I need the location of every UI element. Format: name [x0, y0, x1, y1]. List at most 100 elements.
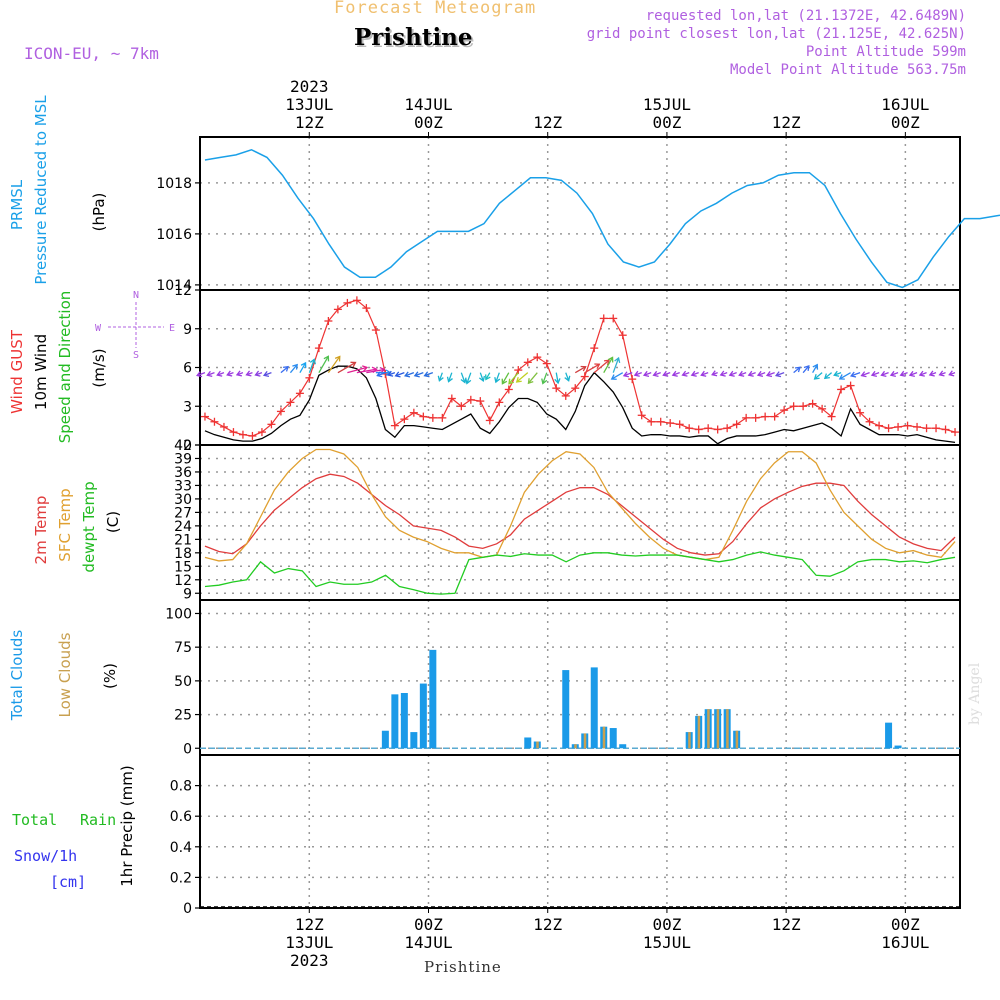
wind-gust-point [789, 402, 798, 411]
arrow-head [889, 370, 896, 377]
wind-direction-arrow [870, 370, 880, 377]
wind-direction-arrow [226, 370, 234, 377]
arrow-shaft [775, 372, 785, 377]
wind-gust-point [238, 430, 247, 439]
arrow-head [823, 373, 830, 380]
pressure-label-2: Pressure Reduced to MSL [32, 95, 50, 285]
wind-direction-arrow [793, 366, 801, 374]
y-tick-label: 30 [174, 492, 192, 508]
wind-gust-point [837, 385, 846, 394]
x-tick-label-top: 00Z [891, 113, 920, 132]
arrow-head [681, 370, 688, 377]
wind-gust-point [267, 420, 276, 429]
wind-direction-arrow [593, 359, 610, 374]
wind-gust-point [352, 296, 361, 305]
wind-gust-point [922, 424, 931, 433]
total-cloud-bar [400, 693, 408, 749]
low-cloud-bar [688, 732, 691, 749]
pressure-unit-label: (hPa) [90, 193, 108, 232]
gridpoint-coords: grid point closest lon,lat (21.125E, 42.… [586, 26, 966, 42]
wind-direction-arrow [671, 370, 680, 377]
arrow-shaft [495, 372, 500, 383]
total-cloud-bar [609, 728, 617, 749]
wind-gust-point [799, 402, 808, 411]
arrow-head [501, 378, 508, 385]
arrow-shaft [327, 356, 341, 374]
wind-direction-arrow [908, 370, 918, 377]
arrow-shaft [881, 372, 889, 376]
wind-gust-point [780, 406, 789, 415]
arrow-head [870, 370, 877, 377]
wind-gust-point [941, 425, 950, 434]
wind-direction-arrow [880, 370, 889, 377]
low-cloud-bar [602, 726, 606, 749]
x-tick-label-bottom: 13JUL [285, 933, 333, 952]
arrow-shaft [802, 365, 810, 374]
wind-gust-point [875, 421, 884, 430]
arrow-head [711, 370, 718, 377]
y-tick-label: 0.6 [170, 809, 192, 825]
y-tick-label: 0.8 [170, 779, 192, 795]
arrow-head [254, 370, 261, 377]
wind-gust-point [704, 424, 713, 433]
arrow-shaft [460, 372, 466, 383]
wind-gust-point [894, 422, 903, 431]
wind-gust-point [210, 417, 219, 426]
arrow-shaft [814, 372, 823, 380]
arrow-head [642, 370, 650, 377]
pressure-label-1: PRMSL [8, 179, 26, 230]
arrow-shaft [404, 372, 415, 377]
wind-gust-point [751, 413, 760, 422]
arrow-head [719, 370, 726, 377]
arrow-head [850, 371, 857, 378]
requested-coords: requested lon,lat (21.1372E, 42.6489N) [645, 8, 966, 24]
legend-snow-unit: [cm] [50, 873, 86, 891]
wind-direction-arrow [889, 370, 899, 377]
wind-gust-point [447, 394, 456, 403]
x-tick-label-bottom: 00Z [891, 915, 920, 934]
arrow-head [245, 370, 252, 377]
wind-gust-point [324, 317, 333, 325]
wind-gust-point [685, 424, 694, 433]
wind-direction-arrow [802, 365, 810, 374]
wind-gust-point [305, 373, 314, 382]
wind-direction-arrow [833, 370, 842, 377]
arrow-head [794, 366, 801, 373]
wind-direction-arrow [728, 370, 737, 377]
y-tick-label: 25 [174, 708, 192, 724]
arrow-shaft [871, 372, 880, 376]
wind-gust-point [732, 420, 741, 429]
x-tick-label-top: 12Z [772, 113, 801, 132]
wind-direction-arrow [347, 365, 369, 374]
wind-gust-point [666, 419, 675, 428]
y-tick-label: 9 [183, 586, 192, 602]
legend-total: Total [12, 811, 57, 829]
x-tick-label-top: 15JUL [643, 95, 691, 114]
legend-snow: Snow/1h [14, 847, 77, 865]
x-tick-label-top: 13JUL [285, 95, 333, 114]
arrow-head [690, 370, 697, 377]
x-tick-label-top: 00Z [414, 113, 443, 132]
wind-direction-arrow [376, 371, 386, 378]
arrow-head [948, 370, 955, 377]
wind-gust-point [333, 305, 342, 314]
arrow-head [423, 371, 430, 378]
arrow-head [813, 373, 820, 380]
wind-direction-arrow [812, 363, 819, 373]
wind-gust-point [523, 358, 532, 367]
arrow-head [564, 375, 571, 382]
wind-direction-arrow [485, 372, 491, 381]
arrow-head [362, 365, 369, 372]
y-tick-label: 24 [174, 519, 192, 535]
x-tick-label-bottom: 15JUL [643, 933, 691, 952]
total-cloud-bar [410, 732, 418, 749]
wind-direction-arrow [262, 370, 272, 378]
wind-gust-point [371, 326, 380, 335]
y-tick-label: 100 [165, 606, 192, 622]
temp-2m-line [204, 473, 956, 556]
wind-direction-arrow [413, 371, 424, 378]
arrow-shaft [501, 372, 510, 384]
wind-direction-arrow [690, 370, 699, 377]
arrow-shaft [861, 372, 870, 377]
